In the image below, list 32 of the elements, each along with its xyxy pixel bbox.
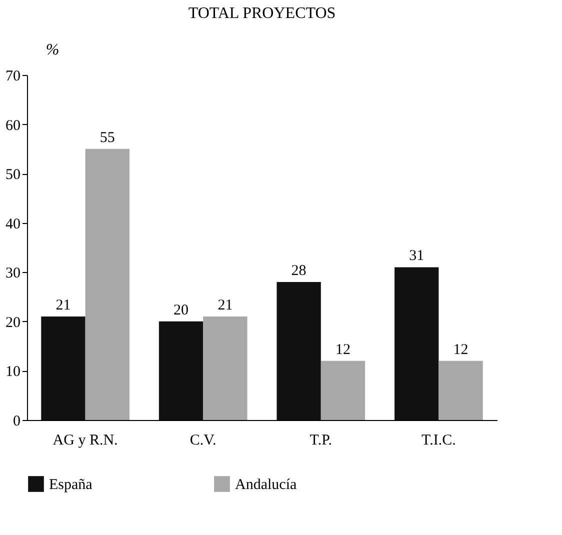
y-tick-label: 20 <box>6 314 20 331</box>
bar <box>85 148 130 420</box>
bar <box>320 360 366 420</box>
y-tick-label: 40 <box>6 216 20 232</box>
bar <box>203 316 248 420</box>
data-label: 12 <box>335 342 350 358</box>
legend-label: España <box>49 477 93 493</box>
bar <box>438 360 483 420</box>
legend-label: Andalucía <box>235 477 297 493</box>
bar <box>394 267 439 420</box>
y-tick-label: 30 <box>6 266 20 282</box>
data-label: 20 <box>174 302 189 318</box>
data-label: 21 <box>218 298 233 314</box>
y-axis-title: % <box>46 42 60 58</box>
bar <box>158 321 204 420</box>
x-tick-label: AG y R.N. <box>52 432 118 448</box>
x-tick-label: C.V. <box>190 432 216 448</box>
data-label: 31 <box>409 248 424 264</box>
bar <box>276 282 321 420</box>
data-label: 55 <box>100 130 115 146</box>
data-label: 12 <box>453 342 468 358</box>
y-tick-label: 60 <box>6 118 20 134</box>
bar <box>41 316 86 420</box>
data-label: 28 <box>291 263 306 279</box>
y-tick-label: 10 <box>6 364 20 380</box>
x-tick-label: T.I.C. <box>422 432 456 448</box>
y-tick-label: 70 <box>6 68 20 84</box>
x-tick-label: T.P. <box>310 432 332 448</box>
y-tick-label: 0 <box>13 414 20 430</box>
data-label: 21 <box>56 298 71 314</box>
chart-title: TOTAL PROYECTOS <box>188 5 336 22</box>
y-tick-label: 50 <box>6 167 20 184</box>
